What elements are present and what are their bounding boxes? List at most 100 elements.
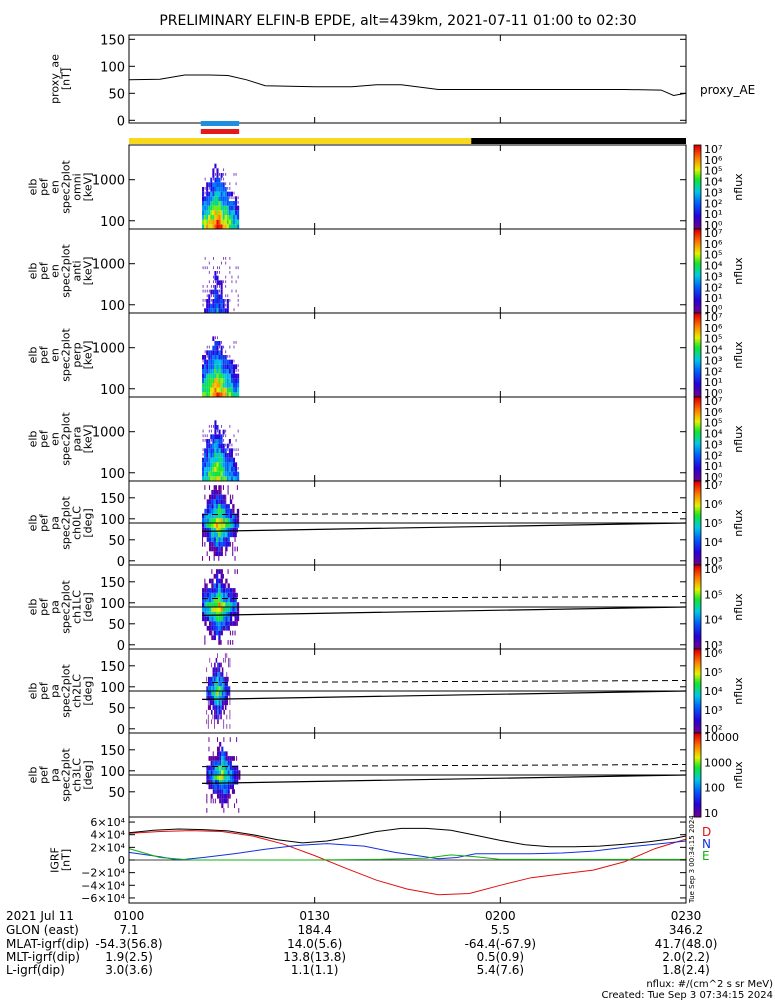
ch3LC-pixel [219, 798, 222, 804]
ch0LC-pixel [211, 513, 214, 519]
ch2LC-colorbar-cell [694, 686, 701, 690]
omni-pixel [235, 224, 238, 229]
ch3LC-pixel [214, 784, 217, 790]
para-pixel [222, 462, 225, 467]
perp-pixel [226, 392, 229, 397]
anti-colorbar-cell [694, 306, 701, 310]
perp-pixel [226, 383, 229, 388]
ch0LC-pixel [215, 551, 219, 557]
ch3LC-ytick-label: 150 [100, 744, 125, 759]
ch3LC-pixel [219, 793, 222, 799]
perp-pixel [204, 355, 207, 360]
ch3LC-pixel [216, 779, 220, 785]
ch0LC-loss-cone-line [202, 522, 687, 532]
para-pixel [228, 453, 231, 458]
perp-pixel [214, 345, 217, 351]
anti-pixel [237, 266, 239, 270]
para-colorbar-cell [694, 403, 701, 406]
ch0LC-pixel [225, 551, 227, 557]
ch0LC-colorbar-cell [694, 512, 701, 516]
omni-pixel [216, 215, 219, 220]
anti-pixel [206, 294, 208, 298]
ch3LC-pixel [216, 775, 220, 780]
ch1LC-pixel [213, 616, 216, 622]
omni-pixel [204, 191, 206, 195]
ch3LC-pixel [210, 756, 213, 761]
ch2LC-colorbar-cell [694, 707, 701, 711]
ch3LC-pixel [221, 775, 224, 780]
ch1LC-pixel [229, 597, 233, 603]
omni-colorbar-cell [694, 214, 701, 217]
footer-row-value: 14.0(5.6) [287, 937, 342, 951]
perp-pixel [233, 359, 235, 363]
perp-pixel [212, 355, 215, 360]
omni-pixel [218, 177, 221, 183]
ch0LC-pixel [225, 541, 228, 547]
ch2LC-pixel [224, 676, 227, 682]
ch2LC-ylabel-line: spec2plot [60, 664, 73, 718]
omni-pixel [220, 215, 223, 220]
para-pixel [230, 457, 233, 463]
anti-colorbar-cell [694, 283, 701, 287]
footer-row-value: -54.3(56.8) [95, 937, 162, 951]
para-pixel [231, 443, 233, 447]
ch0LC-pixel [234, 556, 236, 561]
ch2LC-anti-loss-cone-line [202, 680, 687, 684]
perp-pixel [224, 355, 227, 360]
ch3LC-colorbar-cell [694, 783, 701, 786]
para-pixel [214, 457, 217, 463]
perp-colorbar-cell [694, 315, 701, 318]
ch0LC-pixel [208, 494, 212, 500]
ch1LC-pixel [222, 573, 224, 579]
anti-pixel [208, 303, 211, 309]
omni-pixel [204, 187, 206, 190]
ch2LC-pixel [220, 705, 222, 710]
anti-pixel [219, 289, 220, 293]
ch2LC-colorbar-cell [694, 720, 701, 723]
anti-colorbar-cell [694, 273, 701, 276]
ch3LC-pixel [210, 770, 213, 775]
anti-pixel [225, 275, 227, 279]
ch0LC-pixel [220, 537, 223, 542]
ch3LC-pixel [210, 775, 213, 780]
ch3LC-pixel [227, 775, 230, 780]
anti-colorbar-cell [694, 279, 701, 282]
omni-pixel [210, 187, 213, 192]
perp-pixel [228, 392, 231, 397]
ch1LC-pixel [227, 611, 230, 617]
perp-pixel [210, 369, 213, 374]
ch0LC-colorbar-cell [694, 533, 701, 537]
ch1LC-pixel [220, 588, 223, 593]
para-colorbar-tick: 10⁴ [704, 428, 723, 441]
anti-ylabel-line: pef [38, 261, 51, 280]
omni-colorbar-cell [694, 205, 701, 209]
ch1LC-pixel [215, 616, 219, 622]
ch1LC-pixel [232, 597, 235, 603]
para-pixel [218, 453, 221, 458]
omni-pixel [212, 205, 215, 211]
para-pixel [214, 462, 217, 467]
omni-pixel [212, 219, 215, 225]
ch1LC-pixel [213, 630, 216, 636]
ch2LC-colorbar-cell [694, 672, 701, 675]
perp-pixel [206, 373, 209, 379]
omni-pixel [214, 215, 217, 220]
perp-pixel [226, 359, 229, 365]
anti-pixel [215, 280, 216, 284]
ch3LC-colorbar-cell [694, 808, 701, 812]
omni-pixel [224, 187, 227, 192]
para-pixel [212, 467, 215, 472]
ch0LC-pixel [222, 532, 226, 538]
para-colorbar-cell [694, 449, 701, 453]
omni-colorbar-cell [694, 161, 701, 165]
para-pixel [204, 476, 207, 481]
ch1LC-pixel [234, 602, 237, 607]
perp-colorbar-label-group: nflux [732, 341, 745, 369]
ch1LC-pixel [211, 630, 213, 636]
ch2LC-colorbar-cell [694, 674, 701, 677]
ch1LC-ylabel-line: pa [49, 600, 62, 614]
ch0LC-pixel [208, 537, 212, 542]
perp-ytick-label: 100 [100, 383, 125, 398]
perp-pixel [222, 373, 225, 379]
